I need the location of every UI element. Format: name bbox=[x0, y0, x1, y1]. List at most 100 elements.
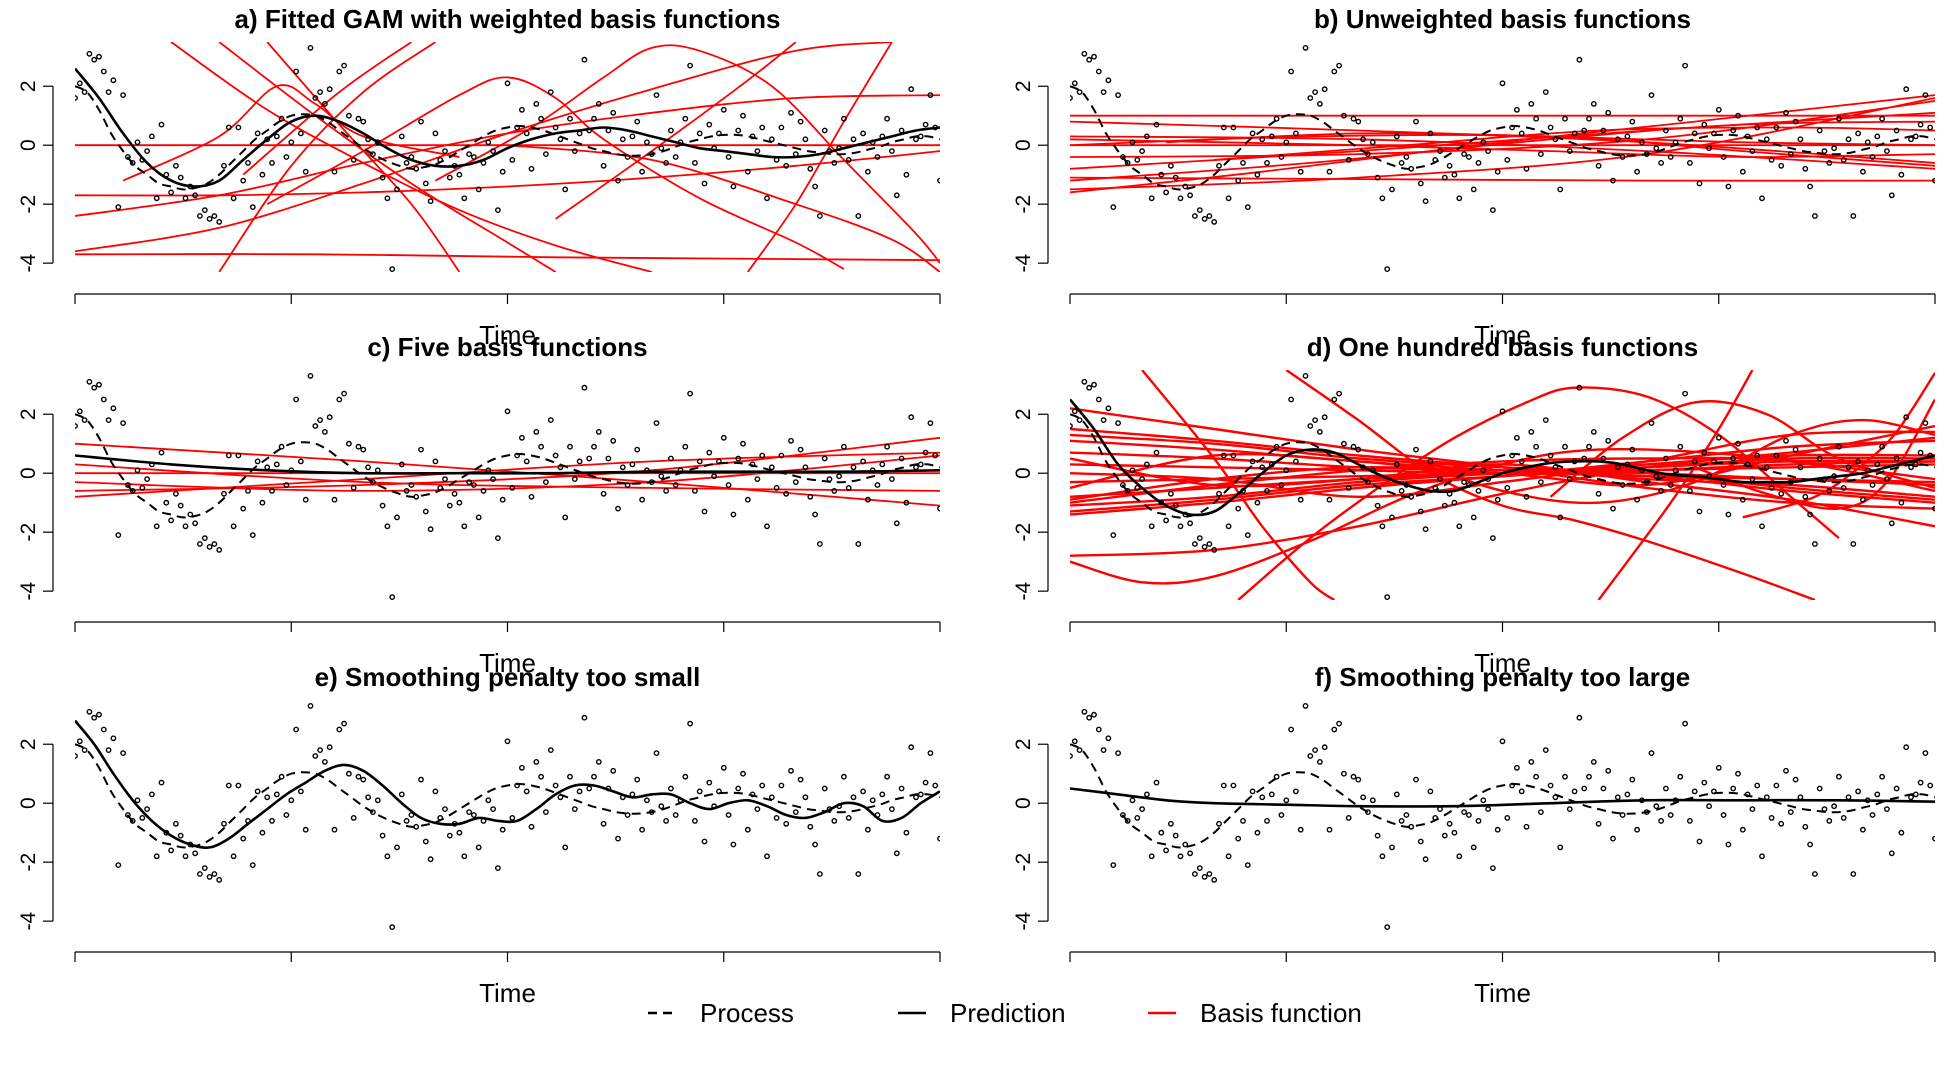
panel-d-observation-point bbox=[1172, 502, 1179, 509]
panel-f-observation-point bbox=[1393, 791, 1400, 798]
panel-b-observation-point bbox=[1586, 115, 1592, 122]
panel-f-observation-point bbox=[1278, 812, 1285, 818]
panel-c-observation-point bbox=[788, 437, 794, 444]
panel-d-observation-point bbox=[1816, 455, 1823, 462]
panel-e-observation-point bbox=[196, 871, 203, 877]
panel-c-basis-curve-2 bbox=[75, 436, 940, 492]
panel-e-observation-point bbox=[898, 785, 905, 792]
panel-d-observation-point bbox=[1850, 541, 1857, 547]
panel-e-observation-point bbox=[706, 779, 713, 786]
panel-d-observation-point bbox=[1196, 535, 1203, 541]
panel-b-observation-point bbox=[1845, 136, 1852, 143]
panel-b-observation-point bbox=[1331, 68, 1338, 75]
panel-e-observation-point bbox=[773, 815, 780, 821]
panel-c-observation-point bbox=[461, 523, 468, 530]
panel-b-observation-point bbox=[1278, 154, 1285, 160]
panel-c-observation-point bbox=[768, 464, 775, 471]
panel-e-observation-point bbox=[922, 779, 929, 786]
panel-c-observation-point bbox=[725, 482, 732, 488]
panel-f-observation-point bbox=[1562, 773, 1568, 780]
panel-d-plot-area bbox=[1070, 370, 1935, 600]
panel-a-observation-point bbox=[860, 130, 866, 137]
panel-f-observation-point bbox=[1836, 773, 1842, 780]
panel-b-observation-point bbox=[1268, 133, 1275, 140]
panel-b-observation-point bbox=[1653, 145, 1660, 152]
panel-d-observation-point bbox=[1216, 490, 1222, 497]
panel-f-observation-point bbox=[1413, 776, 1419, 783]
panel-b-observation-point bbox=[1701, 121, 1708, 128]
panel-a-observation-point bbox=[893, 192, 900, 199]
panel-a-observation-point bbox=[730, 183, 737, 190]
panel-c-observation-point bbox=[408, 482, 415, 488]
panel-b-observation-point bbox=[1763, 136, 1770, 143]
panel-c-observation-point bbox=[196, 541, 203, 547]
panel-d-observation-point bbox=[1254, 499, 1261, 506]
panel-d-observation-point bbox=[1667, 482, 1674, 488]
panel-d-observation-point bbox=[1293, 458, 1299, 465]
panel-e-observation-point bbox=[855, 871, 862, 877]
panel-d-observation-point bbox=[1557, 514, 1564, 521]
panel-b-observation-point bbox=[1523, 165, 1530, 172]
panel-f-observation-point bbox=[1720, 812, 1727, 818]
panel-e-observation-point bbox=[230, 853, 237, 860]
panel-d-observation-point bbox=[1326, 496, 1333, 503]
panel-d-y-axis: -4 -2 0 2 bbox=[1012, 408, 1049, 600]
panel-b-observation-point bbox=[1283, 139, 1290, 146]
panel-e-observation-point bbox=[110, 735, 117, 742]
panel-c-observation-point bbox=[494, 535, 501, 541]
panel-f-observation-point bbox=[1792, 776, 1799, 783]
panel-b-observation-point bbox=[1413, 118, 1419, 125]
panel-b-observation-point bbox=[1927, 124, 1934, 131]
panel-f-observation-point bbox=[1461, 809, 1468, 815]
panel-d-observation-point bbox=[1677, 443, 1684, 450]
panel-a-observation-point bbox=[600, 162, 607, 169]
panel-e-observation-point bbox=[519, 764, 525, 771]
panel-b-observation-point bbox=[1884, 148, 1890, 155]
panel-c-observation-point bbox=[240, 505, 247, 512]
panel-e-observation-point bbox=[100, 726, 107, 733]
panel-c-observation-point bbox=[917, 461, 924, 468]
panel-f-observation-point bbox=[1571, 788, 1578, 795]
panel-d-observation-point bbox=[1365, 479, 1371, 485]
panel-c-observation-point bbox=[605, 455, 612, 462]
panel-e-observation-point bbox=[879, 791, 886, 798]
panel-c-observation-point bbox=[177, 502, 184, 509]
panel-c-observation-point bbox=[235, 452, 242, 459]
panel-d-observation-point bbox=[1658, 487, 1665, 494]
panel-c-observation-point bbox=[826, 476, 833, 482]
panel-b-observation-point bbox=[1715, 106, 1722, 113]
panel-b-observation-point bbox=[1216, 162, 1222, 169]
panel-c-observation-point bbox=[326, 414, 333, 421]
panel-c-observation-point bbox=[817, 541, 823, 547]
panel-c: c) Five basis functions -4 -2 0 2 Time bbox=[17, 332, 941, 678]
panel-a-observation-point bbox=[355, 115, 362, 122]
panel-f-observation-point bbox=[1648, 750, 1655, 756]
panel-a-observation-point bbox=[903, 171, 910, 178]
panel-f-observation-point bbox=[1542, 747, 1549, 753]
panel-c-observation-point bbox=[211, 541, 218, 547]
panel-c-observation-point bbox=[307, 372, 314, 379]
panel-b-observation-point bbox=[1922, 92, 1929, 99]
panel-d-observation-point bbox=[1533, 443, 1540, 450]
panel-d-observation-point bbox=[1475, 487, 1482, 494]
panel-e-observation-point bbox=[485, 797, 492, 804]
panel-b-observation-point bbox=[1230, 124, 1237, 131]
panel-c-observation-point bbox=[75, 423, 78, 429]
panel-a-observation-point bbox=[519, 106, 525, 113]
panel-f-ytick-label: -4 bbox=[1012, 912, 1035, 931]
panel-c-observation-point bbox=[134, 467, 141, 474]
panel-f-observation-point bbox=[1831, 803, 1838, 810]
panel-e-observation-point bbox=[384, 853, 391, 860]
panel-a-observation-point bbox=[153, 195, 160, 202]
panel-e-observation-point bbox=[644, 797, 650, 804]
panel-c-observation-point bbox=[125, 482, 131, 488]
panel-b-observation-point bbox=[1403, 154, 1410, 160]
panel-a-observation-point bbox=[345, 112, 352, 119]
panel-b-observation-point bbox=[1576, 56, 1583, 63]
panel-c-observation-point bbox=[639, 496, 645, 503]
panel-c-ytick-label: 0 bbox=[17, 467, 40, 479]
panel-b-observation-point bbox=[1461, 151, 1468, 158]
panel-d-observation-point bbox=[1417, 508, 1424, 515]
panel-d-observation-point bbox=[1235, 505, 1242, 512]
panel-a-observation-point bbox=[384, 195, 391, 202]
